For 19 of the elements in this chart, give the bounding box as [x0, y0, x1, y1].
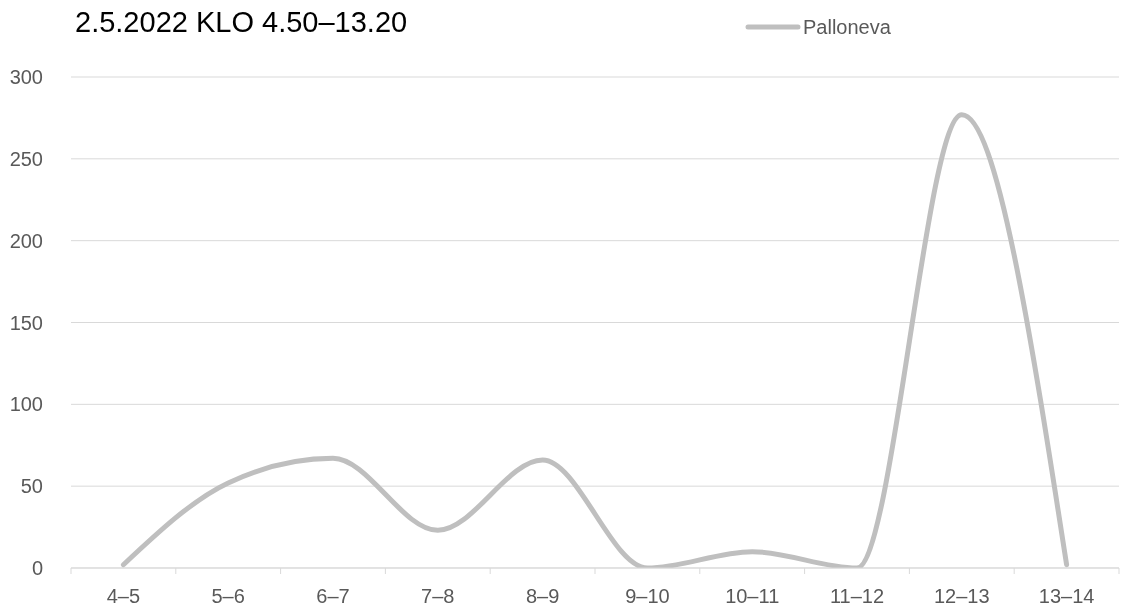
x-tick-label: 9–10 — [625, 585, 670, 607]
legend-label: Palloneva — [803, 15, 891, 39]
x-tick-label: 12–13 — [933, 585, 990, 607]
y-tick-label: 100 — [9, 393, 43, 416]
y-tick-label: 300 — [9, 66, 43, 89]
chart-title: 2.5.2022 KLO 4.50–13.20 — [75, 5, 408, 39]
x-tick-label: 7–8 — [421, 585, 455, 607]
y-tick-label: 50 — [20, 475, 43, 498]
y-tick-label: 0 — [31, 557, 43, 580]
y-tick-label: 150 — [9, 311, 43, 334]
y-tick-label: 250 — [9, 147, 43, 170]
x-tick-label: 10–11 — [725, 585, 780, 607]
x-tick-label: 5–6 — [211, 585, 245, 607]
y-tick-label: 200 — [9, 229, 43, 252]
x-tick-label: 4–5 — [106, 585, 141, 607]
x-tick-label: 13–14 — [1038, 585, 1095, 607]
x-tick-label: 6–7 — [316, 585, 350, 607]
x-tick-label: 11–12 — [829, 585, 885, 607]
x-tick-label: 8–9 — [525, 585, 560, 607]
